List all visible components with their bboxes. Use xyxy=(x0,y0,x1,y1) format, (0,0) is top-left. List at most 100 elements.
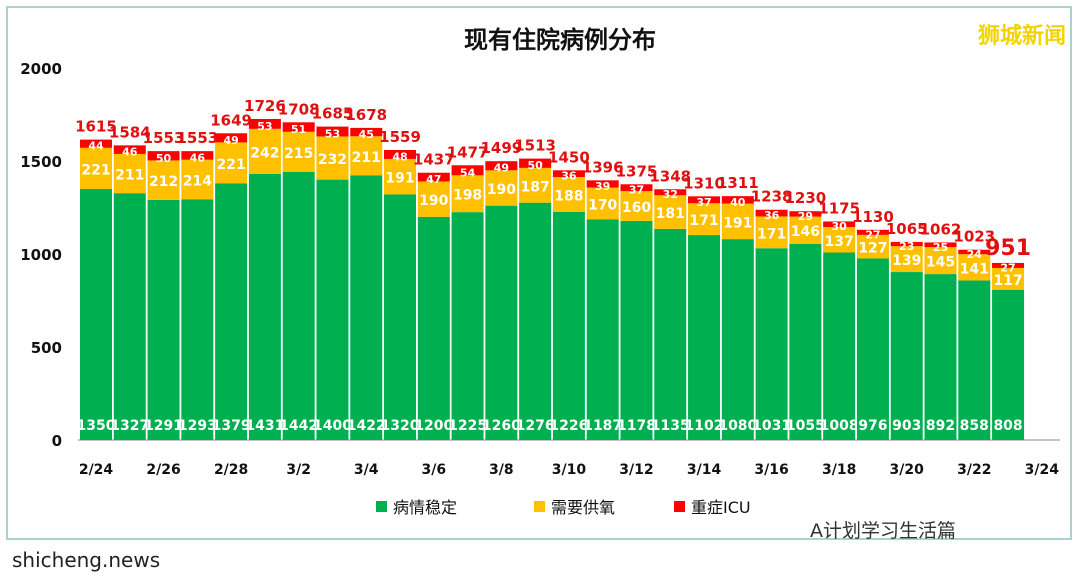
total-label: 1685 xyxy=(312,105,354,123)
bar-segment-oxygen xyxy=(924,247,957,275)
x-tick-label: 3/24 xyxy=(1025,462,1060,478)
segment-value-label: 32 xyxy=(663,188,678,201)
total-label: 1450 xyxy=(548,148,590,166)
total-label: 1513 xyxy=(514,137,556,155)
bar-segment-stable xyxy=(856,258,889,440)
segment-value-label: 29 xyxy=(798,210,813,223)
x-tick-label: 2/28 xyxy=(214,462,248,478)
segment-value-label: 117 xyxy=(993,273,1022,289)
total-label: 1023 xyxy=(953,228,995,246)
bar-segment-oxygen xyxy=(654,195,687,229)
total-label: 1726 xyxy=(244,97,286,115)
bar-segment-icu xyxy=(958,249,991,255)
bar-segment-oxygen xyxy=(992,267,1025,290)
bar-segment-oxygen xyxy=(451,175,484,213)
bar-segment-icu xyxy=(552,170,585,177)
segment-value-label: 1276 xyxy=(516,418,555,434)
bar-segment-stable xyxy=(147,199,180,440)
bar-segment-stable xyxy=(282,171,315,440)
bar-segment-stable xyxy=(80,188,112,440)
segment-value-label: 50 xyxy=(527,159,543,172)
legend-swatch xyxy=(534,501,545,512)
segment-value-label: 23 xyxy=(899,240,914,253)
segment-value-label: 1260 xyxy=(482,418,521,434)
segment-value-label: 191 xyxy=(723,215,752,231)
segment-value-label: 198 xyxy=(453,188,482,204)
total-label: 1348 xyxy=(649,167,691,185)
segment-value-label: 46 xyxy=(122,146,138,159)
total-label: 1175 xyxy=(818,199,860,217)
bar-segment-icu xyxy=(485,161,518,171)
total-label: 1678 xyxy=(345,106,387,124)
chart-frame xyxy=(6,6,1072,540)
bar-segment-stable xyxy=(890,272,923,440)
bar-segment-stable xyxy=(789,243,822,440)
legend-swatch xyxy=(674,501,685,512)
segment-value-label: 46 xyxy=(190,151,206,164)
segment-value-label: 50 xyxy=(156,152,172,165)
segment-value-label: 892 xyxy=(926,418,955,434)
total-label: 951 xyxy=(985,236,1031,261)
segment-value-label: 242 xyxy=(250,145,279,161)
bar-segment-stable xyxy=(992,289,1025,440)
legend-label: 需要供氧 xyxy=(551,498,615,517)
bar-segment-stable xyxy=(215,183,248,441)
segment-value-label: 54 xyxy=(460,166,476,179)
segment-value-label: 1350 xyxy=(77,418,116,434)
segment-value-label: 127 xyxy=(858,241,887,257)
segment-value-label: 51 xyxy=(291,123,306,136)
bar-segment-stable xyxy=(823,252,856,440)
bar-segment-oxygen xyxy=(620,191,653,221)
bar-segment-oxygen xyxy=(485,170,518,206)
bar-segment-icu xyxy=(316,126,349,137)
x-tick-label: 2/24 xyxy=(79,462,114,478)
segment-value-label: 1102 xyxy=(685,418,724,434)
bar-segment-oxygen xyxy=(519,167,552,203)
bar-segment-icu xyxy=(519,158,552,168)
x-tick-label: 3/20 xyxy=(890,462,925,478)
bar-segment-icu xyxy=(147,151,180,161)
segment-value-label: 1187 xyxy=(583,418,622,434)
bar-segment-icu xyxy=(755,209,788,217)
bar-segment-stable xyxy=(958,280,991,440)
bar-segment-icu xyxy=(181,151,214,160)
segment-value-label: 171 xyxy=(757,226,786,242)
segment-value-label: 36 xyxy=(764,209,780,222)
bar-segment-stable xyxy=(417,216,450,440)
bar-segment-icu xyxy=(789,211,822,217)
x-tick-label: 3/14 xyxy=(687,462,722,478)
x-tick-label: 3/16 xyxy=(754,462,788,478)
segment-value-label: 40 xyxy=(730,196,746,209)
bar-segment-icu xyxy=(688,196,721,204)
y-tick-label: 500 xyxy=(31,339,62,357)
segment-value-label: 1422 xyxy=(347,418,386,434)
segment-value-label: 36 xyxy=(561,170,577,183)
segment-value-label: 903 xyxy=(892,418,921,434)
bar-segment-icu xyxy=(586,180,619,188)
segment-value-label: 24 xyxy=(967,248,983,261)
total-label: 1396 xyxy=(582,158,624,176)
segment-value-label: 1320 xyxy=(381,418,420,434)
segment-value-label: 1293 xyxy=(178,418,217,434)
legend-label: 病情稳定 xyxy=(393,498,457,517)
segment-value-label: 1055 xyxy=(786,418,825,434)
total-label: 1584 xyxy=(109,123,151,141)
bar-segment-stable xyxy=(519,202,552,440)
segment-value-label: 1442 xyxy=(279,418,318,434)
total-label: 1649 xyxy=(210,111,252,129)
segment-value-label: 1008 xyxy=(820,418,859,434)
segment-value-label: 27 xyxy=(1000,261,1015,274)
segment-value-label: 188 xyxy=(554,188,583,204)
segment-value-label: 27 xyxy=(865,228,880,241)
bar-segment-icu xyxy=(856,229,889,235)
bar-segment-oxygen xyxy=(856,234,889,259)
bar-segment-icu xyxy=(890,241,923,247)
bar-segment-icu xyxy=(248,118,281,129)
bar-segment-icu xyxy=(113,145,146,154)
chart-title: 现有住院病例分布 xyxy=(464,26,656,54)
bar-segment-icu xyxy=(384,150,417,159)
bar-segment-icu xyxy=(215,133,248,143)
segment-value-label: 221 xyxy=(81,162,110,178)
segment-value-label: 49 xyxy=(494,162,509,175)
legend-swatch xyxy=(376,501,387,512)
